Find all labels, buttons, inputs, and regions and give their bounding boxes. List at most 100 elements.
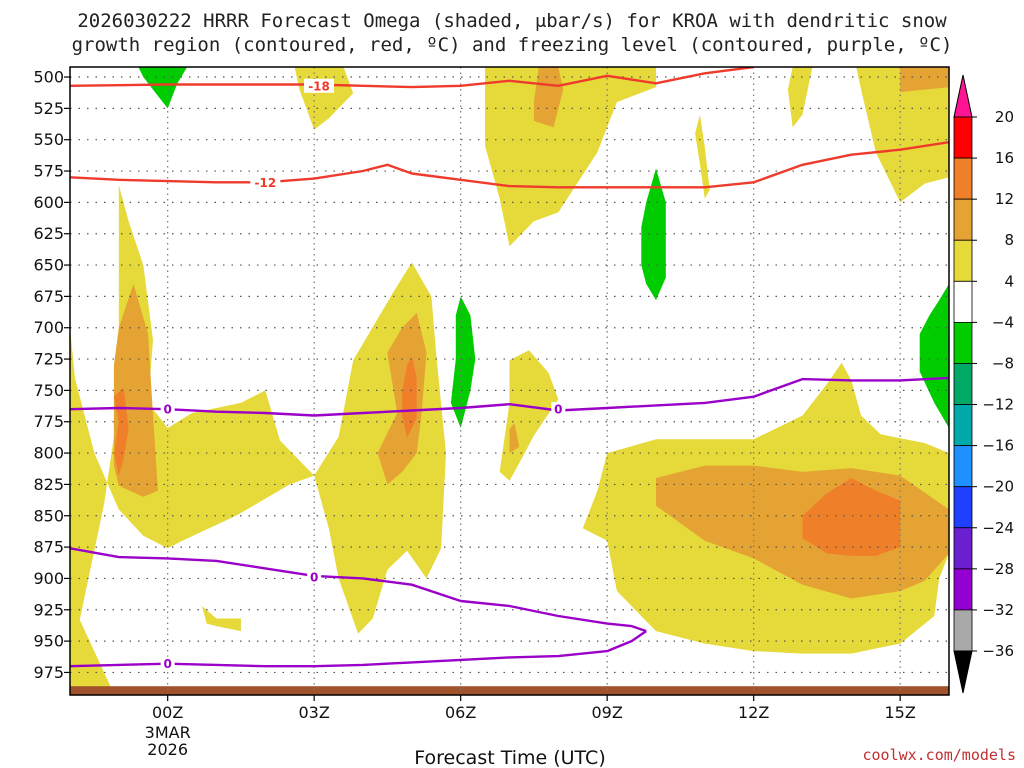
colorbar-label-9: −20 xyxy=(982,478,1014,496)
colorbar-label-2: 12 xyxy=(995,190,1014,208)
omega-region-16 xyxy=(113,387,129,476)
title-line-2: growth region (contoured, red, ºC) and f… xyxy=(72,34,953,56)
colorbar-box-10 xyxy=(953,527,973,570)
x-axis-title: Forecast Time (UTC) xyxy=(414,747,605,768)
grid-lines xyxy=(70,67,949,695)
purple-contour-label-0: 0 xyxy=(163,403,171,417)
colorbar-box-11 xyxy=(953,568,973,611)
omega-region-22 xyxy=(919,283,949,428)
colorbar-box-2 xyxy=(953,198,973,241)
purple-contour-label-bg-0 xyxy=(160,402,175,417)
red-contour-label-0: -18 xyxy=(308,79,330,93)
x-tick-sublabel-00Z-1: 2026 xyxy=(147,740,188,759)
colorbar-box-4 xyxy=(953,280,973,323)
colorbar-box-5 xyxy=(953,321,973,364)
y-tick-label-725: 725 xyxy=(33,350,64,369)
purple-contour-line-0 xyxy=(70,376,949,417)
x-tick-label-03Z: 03Z xyxy=(299,703,330,722)
omega-region-20 xyxy=(450,296,476,428)
purple-contour-label-1: 0 xyxy=(554,403,562,417)
y-tick-label-550: 550 xyxy=(33,130,64,149)
colorbar-bottom-arrow xyxy=(953,650,973,694)
y-tick-label-750: 750 xyxy=(33,381,64,400)
omega-region-18 xyxy=(802,478,901,556)
y-tick-label-625: 625 xyxy=(33,224,64,243)
red-contour-line-1 xyxy=(70,141,949,189)
omega-region-2 xyxy=(201,606,241,632)
colorbar-box-9 xyxy=(953,486,973,529)
omega-region-8 xyxy=(856,67,949,203)
colorbar-label-5: −4 xyxy=(992,313,1014,331)
omega-region-11 xyxy=(377,312,427,485)
y-tick-label-650: 650 xyxy=(33,256,64,275)
colorbar-box-0 xyxy=(953,116,973,159)
x-tick-label-00Z: 00Z xyxy=(152,703,183,722)
x-tick-label-12Z: 12Z xyxy=(738,703,769,722)
y-tick-label-975: 975 xyxy=(33,663,64,682)
y-tick-label-925: 925 xyxy=(33,600,64,619)
omega-region-19 xyxy=(138,67,188,109)
colorbar-label-12: −32 xyxy=(982,601,1014,619)
plot-area: -18 -12 0 0 0 0 xyxy=(69,66,950,696)
red-contour-label-bg-0 xyxy=(304,78,335,93)
red-contour-line-0 xyxy=(70,67,754,89)
colorbar: 20 16 12 8 4 −4 −8 −12 −16 −20 −24 −28 −32 −36 xyxy=(953,74,1014,694)
y-tick-label-525: 525 xyxy=(33,99,64,118)
omega-region-12 xyxy=(509,423,520,454)
y-tick-label-500: 500 xyxy=(33,68,64,87)
colorbar-box-3 xyxy=(953,239,973,282)
y-tick-label-850: 850 xyxy=(33,506,64,525)
purple-contour-line-2 xyxy=(70,547,647,633)
omega-shading xyxy=(70,67,949,694)
purple-contour-label-bg-2 xyxy=(307,570,322,585)
purple-contour-line-3 xyxy=(70,630,647,668)
omega-region-6 xyxy=(695,114,710,199)
freezing-level-contours xyxy=(70,376,949,668)
colorbar-label-6: −8 xyxy=(992,354,1014,372)
colorbar-box-7 xyxy=(953,404,973,447)
omega-region-7 xyxy=(787,67,813,128)
purple-contour-label-2: 0 xyxy=(310,571,318,585)
y-tick-label-875: 875 xyxy=(33,538,64,557)
credit-text: coolwx.com/models xyxy=(862,746,1016,764)
x-tick-sublabel-00Z-0: 3MAR xyxy=(145,723,191,742)
y-tick-label-800: 800 xyxy=(33,444,64,463)
title-line-1: 2026030222 HRRR Forecast Omega (shaded, … xyxy=(77,10,947,32)
colorbar-box-12 xyxy=(953,609,973,652)
colorbar-label-4: 4 xyxy=(1004,272,1014,290)
y-tick-label-600: 600 xyxy=(33,193,64,212)
omega-region-17 xyxy=(402,356,417,438)
colorbar-label-0: 20 xyxy=(995,108,1014,126)
colorbar-box-8 xyxy=(953,445,973,488)
y-tick-label-900: 900 xyxy=(33,569,64,588)
omega-region-13 xyxy=(533,67,564,128)
ground-band xyxy=(70,686,949,695)
x-tick-label-09Z: 09Z xyxy=(592,703,623,722)
purple-contour-label-3: 0 xyxy=(163,657,171,671)
snow-growth-contours xyxy=(70,67,949,189)
colorbar-label-3: 8 xyxy=(1004,231,1014,249)
colorbar-label-8: −16 xyxy=(982,437,1014,455)
y-tick-label-775: 775 xyxy=(33,412,64,431)
y-axis-ticks: 500 525 550 575 600 625 650 675 700 725 750 775 800 8… xyxy=(33,68,70,682)
y-tick-label-825: 825 xyxy=(33,475,64,494)
colorbar-box-6 xyxy=(953,363,973,405)
x-tick-label-15Z: 15Z xyxy=(885,703,916,722)
colorbar-box-1 xyxy=(953,157,973,200)
colorbar-label-10: −24 xyxy=(982,519,1014,537)
colorbar-label-1: 16 xyxy=(995,149,1014,167)
omega-region-5 xyxy=(485,67,656,247)
plot-frame xyxy=(69,66,950,696)
ground-layer xyxy=(70,686,949,695)
red-contour-label-1: -12 xyxy=(254,176,276,190)
colorbar-label-11: −28 xyxy=(982,560,1014,578)
omega-region-21 xyxy=(641,168,666,301)
colorbar-label-7: −12 xyxy=(982,396,1014,414)
colorbar-label-13: −36 xyxy=(982,642,1014,660)
red-contour-label-bg-1 xyxy=(250,175,281,190)
purple-contour-label-bg-3 xyxy=(160,656,175,671)
purple-contour-label-bg-1 xyxy=(551,402,566,417)
x-tick-label-06Z: 06Z xyxy=(445,703,476,722)
omega-region-14 xyxy=(900,67,949,93)
